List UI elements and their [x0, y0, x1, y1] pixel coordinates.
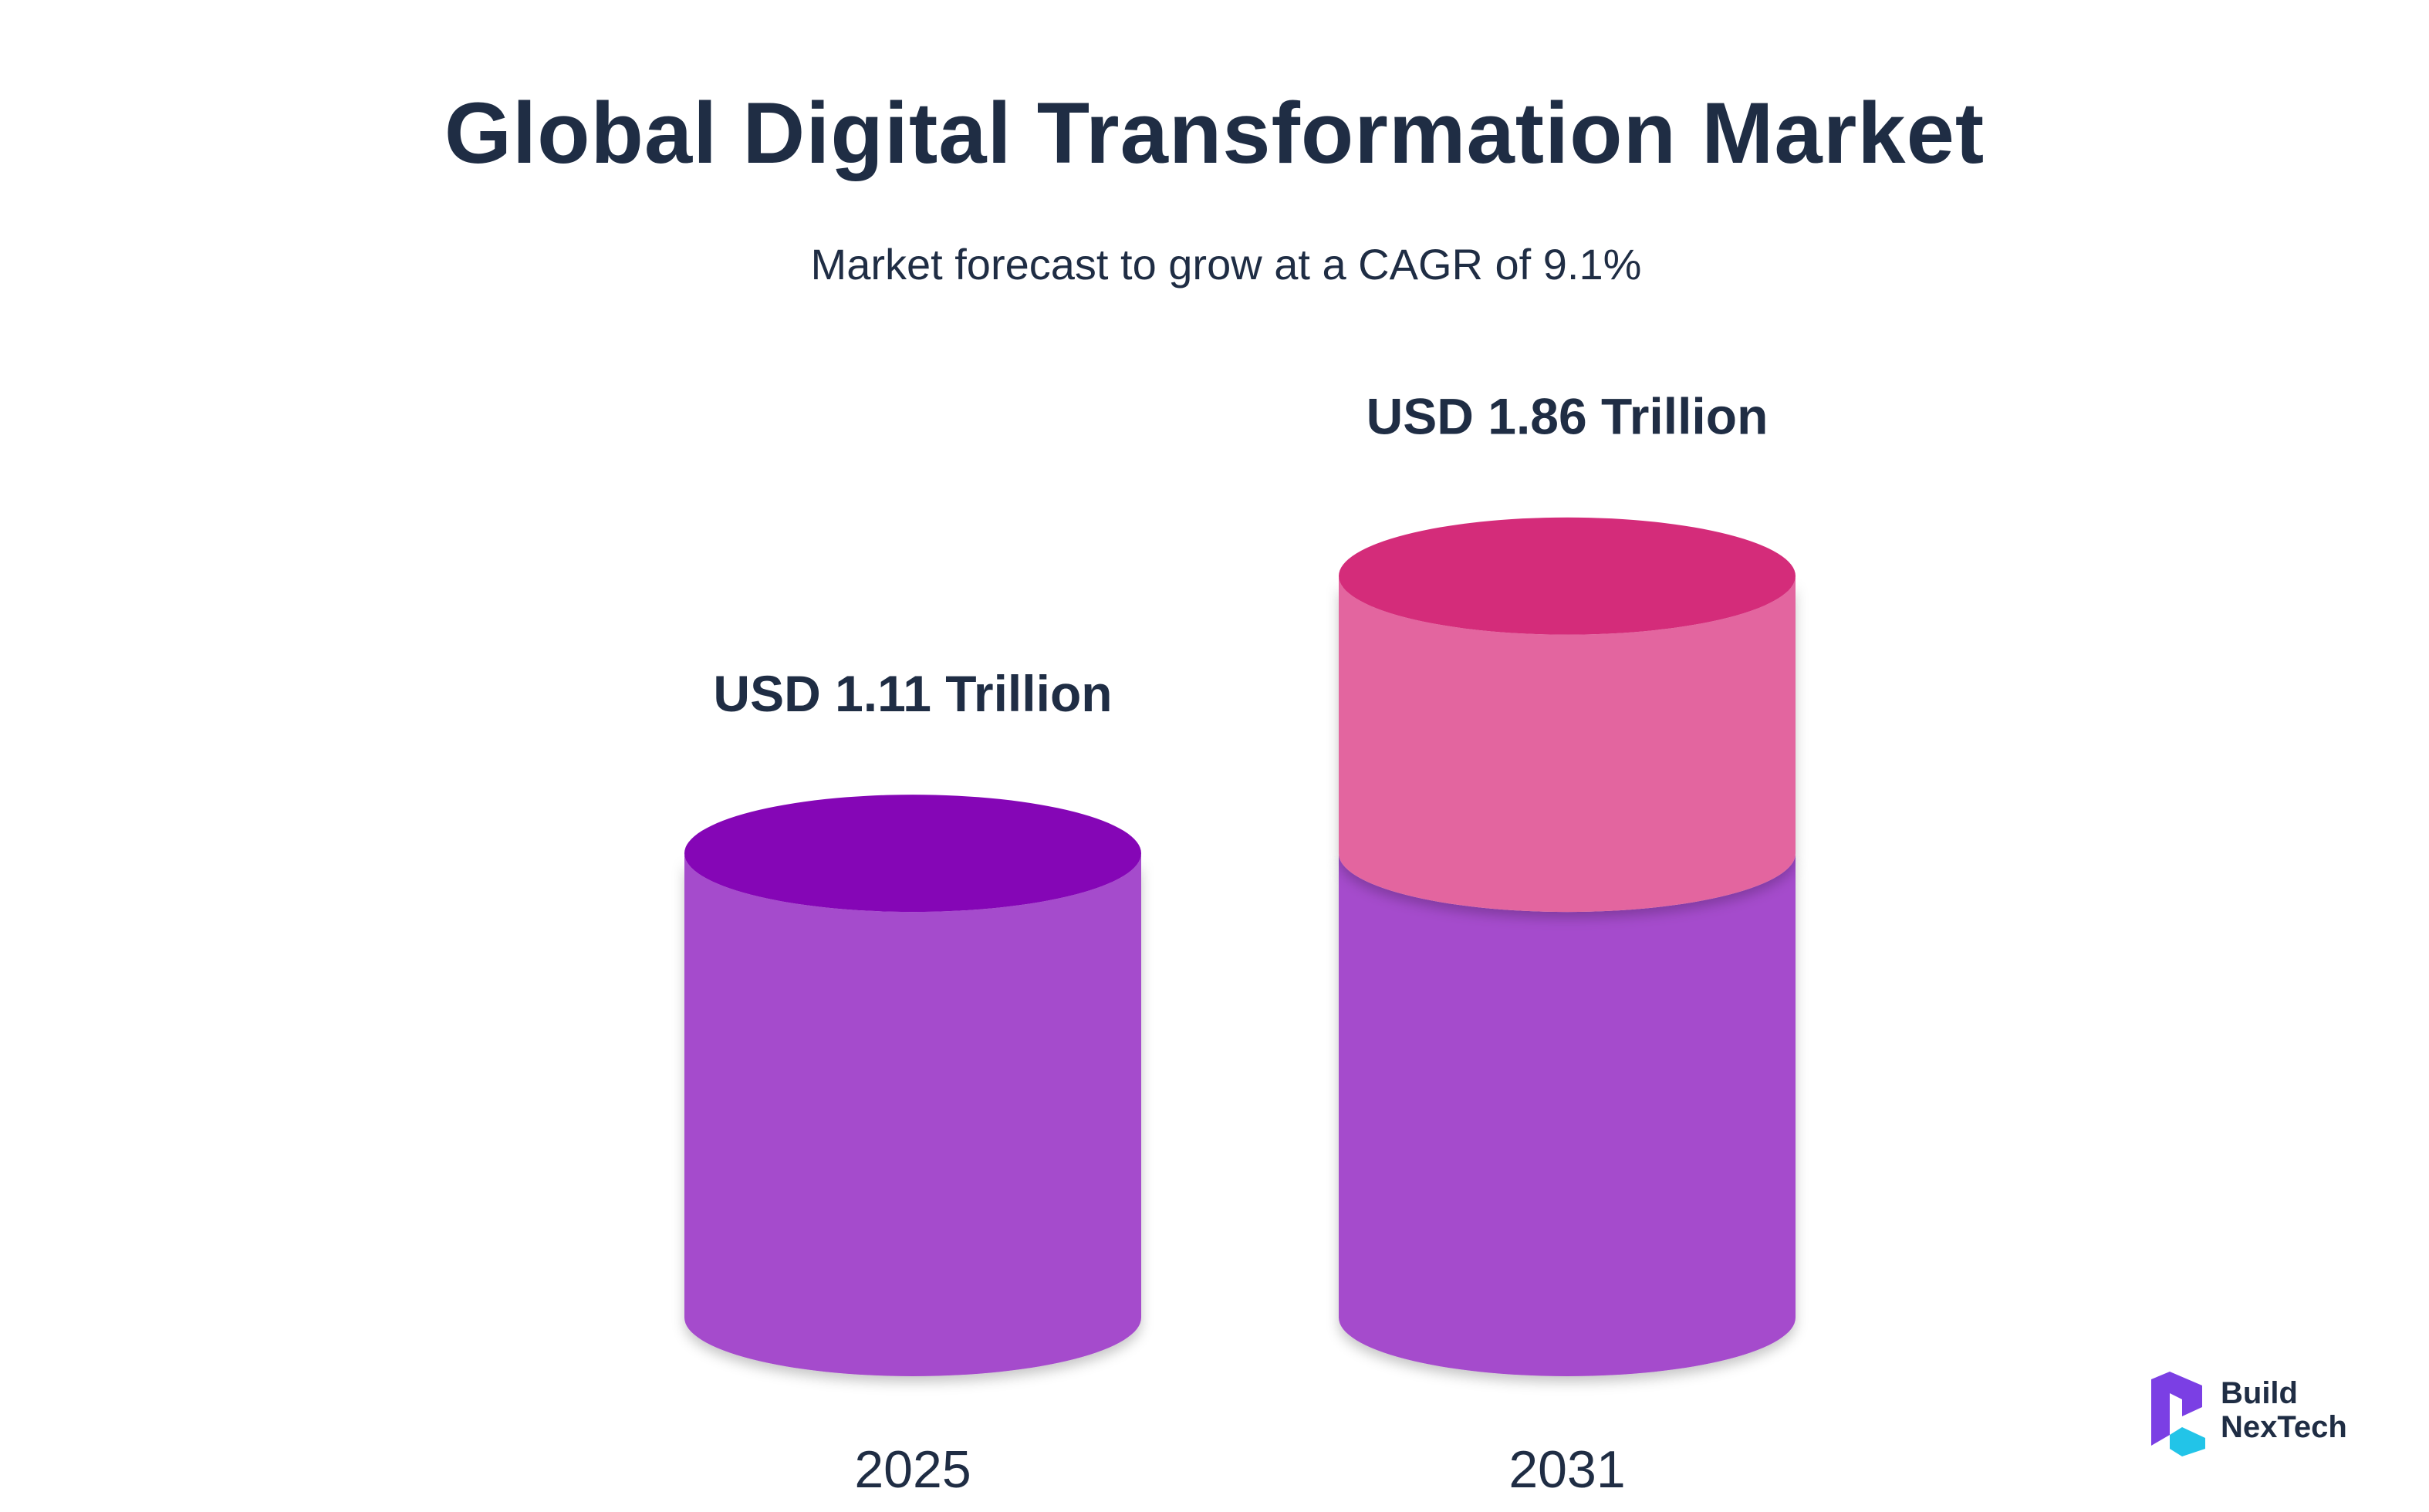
- cylinder-base-2025: [684, 853, 1141, 1376]
- value-label-2025: USD 1.11 Trillion: [713, 665, 1112, 722]
- brand-line1: Build: [2221, 1376, 2298, 1410]
- brand-logo: Build NexTech: [2147, 1372, 2378, 1464]
- cylinder-top-2025: [684, 795, 1141, 913]
- chart-title: Global Digital Transformation Market: [444, 85, 1985, 181]
- cylinder-top-2031: [1339, 517, 1796, 635]
- value-label-2031: USD 1.86 Trillion: [1367, 388, 1769, 445]
- cylinder-growth-2031: [1339, 575, 1796, 913]
- cylinder-base-2031: [1339, 853, 1796, 1376]
- buildnextech-logo-icon: [2151, 1372, 2205, 1456]
- category-label-2025: 2025: [854, 1440, 971, 1499]
- chart-subtitle: Market forecast to grow at a CAGR of 9.1…: [810, 240, 1642, 289]
- brand-line2: NexTech: [2221, 1410, 2347, 1444]
- category-label-2031: 2031: [1508, 1440, 1625, 1499]
